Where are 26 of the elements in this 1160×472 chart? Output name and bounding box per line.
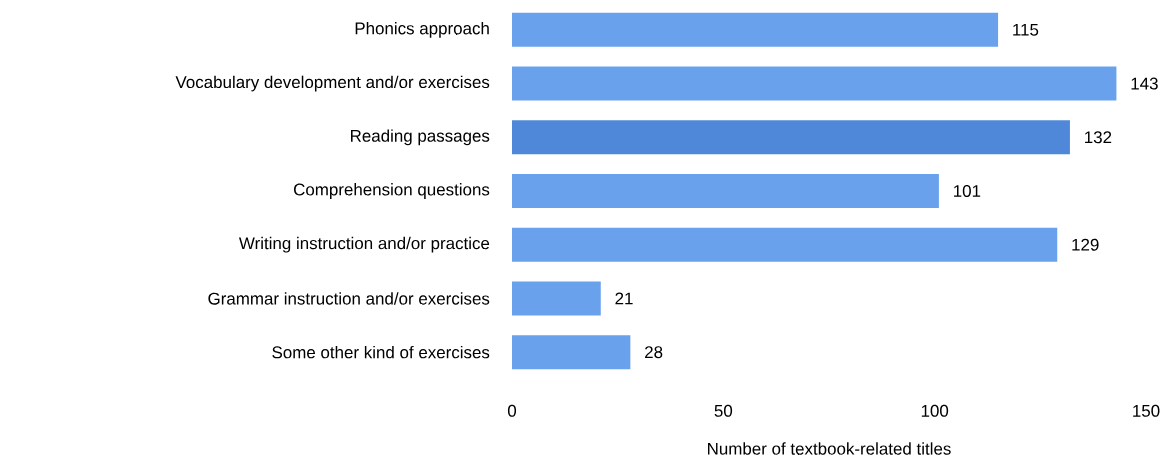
bar	[512, 281, 601, 316]
x-tick-label: 150	[1133, 404, 1160, 417]
data-label: 129	[1072, 238, 1099, 251]
data-label: 132	[1085, 131, 1112, 144]
y-tick-label: Phonics approach	[355, 21, 489, 38]
data-label: 115	[1013, 23, 1039, 36]
bar	[512, 227, 1058, 262]
bar	[512, 66, 1117, 101]
bar	[512, 173, 939, 208]
y-tick-label: Some other kind of exercises	[272, 345, 490, 359]
y-tick-label: Reading passages	[351, 129, 490, 146]
bar	[512, 335, 631, 370]
bar	[512, 12, 999, 47]
x-tick-label: 50	[714, 404, 733, 417]
x-tick-label: 0	[507, 404, 517, 417]
bar	[512, 120, 1070, 155]
y-tick-label: Vocabulary development and/or exercises	[175, 75, 490, 92]
x-axis-title: Number of textbook-related titles	[708, 442, 951, 455]
data-label: 101	[954, 184, 981, 197]
data-label: 28	[645, 346, 663, 359]
x-tick-label: 100	[921, 404, 949, 417]
data-label: 143	[1131, 77, 1158, 90]
y-tick-label: Grammar instruction and/or exercises	[208, 292, 490, 305]
y-tick-label: Writing instruction and/or practice	[238, 236, 490, 253]
data-label: 21	[615, 292, 633, 305]
y-tick-label: Comprehension questions	[294, 183, 490, 199]
